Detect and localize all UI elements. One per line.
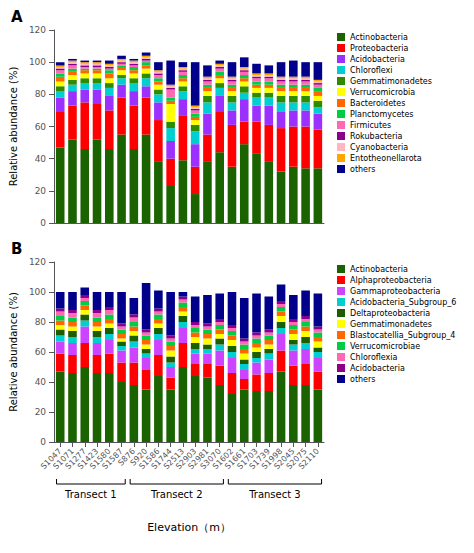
- svg-text:others: others: [350, 375, 375, 384]
- svg-text:Chloroflexi: Chloroflexi: [350, 66, 393, 75]
- svg-text:Transect 2: Transect 2: [150, 489, 203, 500]
- svg-text:B: B: [11, 240, 22, 258]
- svg-text:Relative abundance (%): Relative abundance (%): [8, 67, 19, 187]
- svg-text:Rokubacteria: Rokubacteria: [350, 132, 403, 141]
- svg-text:others: others: [350, 165, 375, 174]
- svg-text:S1580: S1580: [88, 446, 113, 472]
- svg-text:Firmicutes: Firmicutes: [350, 121, 391, 130]
- svg-text:Acidobacteria: Acidobacteria: [350, 55, 405, 64]
- svg-text:Acidobacteria: Acidobacteria: [350, 364, 405, 373]
- svg-text:40: 40: [35, 377, 47, 387]
- svg-text:Gemmatimonadetes: Gemmatimonadetes: [350, 320, 432, 329]
- svg-text:Transect 3: Transect 3: [248, 489, 301, 500]
- svg-text:S2903: S2903: [174, 446, 199, 472]
- svg-text:100: 100: [29, 57, 46, 67]
- svg-text:Acidobacteria_Subgroup_6: Acidobacteria_Subgroup_6: [350, 298, 456, 307]
- svg-text:Proteobacteria: Proteobacteria: [350, 44, 409, 53]
- svg-text:Planctomycetes: Planctomycetes: [350, 110, 414, 119]
- svg-text:S3070: S3070: [198, 446, 223, 472]
- svg-text:Bacteroidetes: Bacteroidetes: [350, 99, 405, 108]
- svg-text:S876: S876: [116, 446, 137, 468]
- svg-text:80: 80: [35, 317, 47, 327]
- svg-text:Verrucomicrobia: Verrucomicrobia: [350, 88, 415, 97]
- svg-text:S1277: S1277: [63, 446, 88, 472]
- svg-text:120: 120: [29, 257, 46, 267]
- svg-text:S2513: S2513: [161, 446, 187, 472]
- svg-text:Verrucomicrobiae: Verrucomicrobiae: [350, 342, 420, 351]
- svg-text:0: 0: [40, 437, 46, 447]
- svg-text:Chloroflexia: Chloroflexia: [350, 353, 398, 362]
- svg-text:Deltaproteobacteria: Deltaproteobacteria: [350, 309, 430, 318]
- svg-text:S1602: S1602: [210, 446, 236, 472]
- svg-text:Relative abundance (%): Relative abundance (%): [8, 292, 19, 412]
- svg-text:S1998: S1998: [259, 446, 285, 472]
- svg-text:S1703: S1703: [235, 446, 260, 472]
- svg-text:120: 120: [29, 25, 46, 35]
- svg-text:Blastocatellia_Subgroup_4: Blastocatellia_Subgroup_4: [350, 331, 455, 340]
- svg-text:Cyanobacteria: Cyanobacteria: [350, 143, 408, 152]
- svg-text:S1587: S1587: [100, 446, 125, 472]
- svg-text:Transect 1: Transect 1: [64, 489, 117, 500]
- svg-text:S1744: S1744: [149, 446, 174, 472]
- svg-text:0: 0: [40, 218, 46, 228]
- svg-text:20: 20: [35, 186, 47, 196]
- svg-text:A: A: [11, 8, 23, 26]
- svg-text:S2045: S2045: [272, 446, 297, 472]
- svg-text:60: 60: [35, 122, 47, 132]
- svg-text:S2981: S2981: [186, 446, 211, 472]
- svg-text:40: 40: [35, 154, 47, 164]
- svg-text:Gemmatimonadetes: Gemmatimonadetes: [350, 77, 432, 86]
- svg-text:Elevation（m）: Elevation（m）: [147, 521, 231, 534]
- svg-text:S1661: S1661: [223, 446, 248, 472]
- svg-text:Actinobacteria: Actinobacteria: [350, 265, 408, 274]
- svg-text:S920: S920: [128, 446, 150, 468]
- svg-text:S1423: S1423: [75, 446, 101, 472]
- svg-text:S1739: S1739: [247, 446, 272, 472]
- svg-text:80: 80: [35, 89, 47, 99]
- svg-text:S1047: S1047: [39, 446, 64, 472]
- svg-text:Entotheonellarota: Entotheonellarota: [350, 154, 422, 163]
- svg-text:20: 20: [35, 407, 47, 417]
- svg-text:Alphaproteobacteria: Alphaproteobacteria: [350, 276, 432, 285]
- svg-text:S1586: S1586: [137, 446, 162, 472]
- svg-text:S2110: S2110: [297, 447, 321, 471]
- svg-text:Gammaproteobacteria: Gammaproteobacteria: [350, 287, 441, 296]
- svg-text:60: 60: [35, 347, 47, 357]
- svg-text:S2075: S2075: [284, 446, 309, 472]
- svg-text:Actinobacteria: Actinobacteria: [350, 33, 408, 42]
- svg-text:S1071: S1071: [51, 446, 76, 472]
- svg-text:100: 100: [29, 287, 46, 297]
